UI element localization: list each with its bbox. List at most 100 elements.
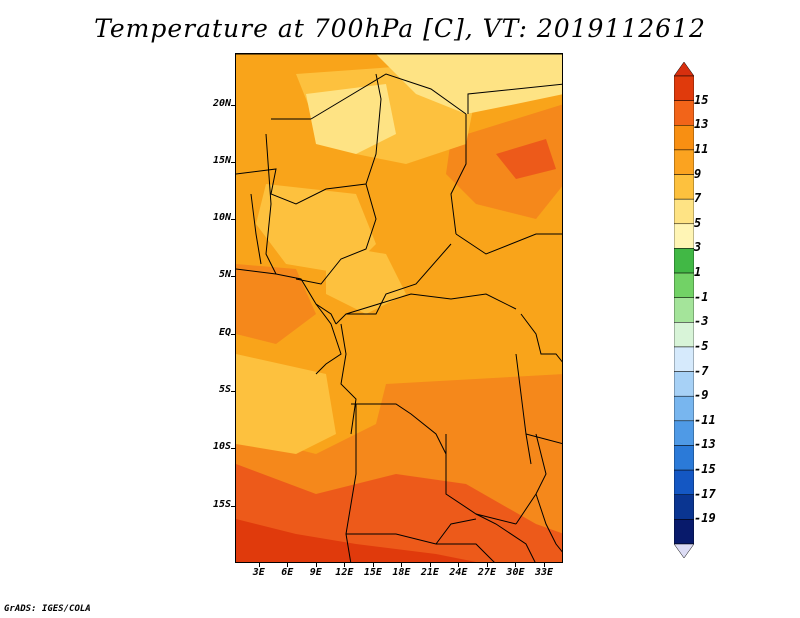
border-mozambique: [535, 493, 562, 553]
lon-tick-mark: [515, 563, 517, 567]
colorbar-swatch: [674, 322, 694, 348]
lon-tick-label: 33E: [534, 567, 554, 578]
lat-tick-label: 5N: [218, 269, 231, 281]
border-car-drc: [345, 293, 517, 315]
lat-tick-mark: [231, 219, 235, 221]
lon-tick-mark: [543, 563, 545, 567]
colorbar-label: 5: [694, 215, 702, 230]
lat-tick-mark: [231, 333, 235, 335]
colorbar-swatch: [674, 519, 694, 545]
lat-tick-mark: [231, 391, 235, 393]
temp-region-13c-south: [236, 464, 562, 562]
border-zambia-east: [515, 433, 547, 525]
lat-tick-label: EQ: [218, 326, 231, 338]
colorbar-swatch: [674, 395, 694, 422]
colorbar-label: 13: [694, 117, 709, 132]
temp-region-7c-atlantic: [236, 354, 336, 454]
border-ghana-togo: [250, 193, 262, 265]
lat-tick-label: 10N: [212, 212, 231, 224]
colorbar-label: 15: [694, 92, 709, 107]
border-zimbabwe: [475, 513, 536, 562]
border-egypt-sudan: [467, 83, 562, 114]
colorbar-swatch: [674, 223, 694, 249]
lon-tick-mark: [315, 563, 317, 567]
colorbar-label: 7: [694, 191, 702, 206]
lon-tick-mark: [372, 563, 374, 567]
colorbar-swatch: [674, 198, 694, 225]
temp-region-15c-southwest: [236, 519, 476, 562]
colorbar-label: -3: [694, 314, 709, 329]
border-west-africa: [265, 133, 277, 275]
colorbar-swatch: [674, 420, 694, 446]
colorbar-bottom-arrow: [674, 543, 694, 558]
lat-tick-mark: [231, 505, 235, 507]
temp-region-13c-east: [496, 139, 556, 179]
grads-credit: GrADS: IGES/COLA: [4, 604, 91, 614]
colorbar: [674, 62, 694, 558]
border-drc-angola: [351, 403, 447, 455]
lon-tick-mark: [429, 563, 431, 567]
lon-tick-label: 12E: [335, 567, 354, 578]
border-libya-niger: [310, 73, 467, 120]
lat-tick-label: 15S: [212, 498, 231, 510]
colorbar-swatch: [674, 125, 694, 151]
border-niger-chad: [365, 73, 382, 185]
temp-region-5c-libya: [306, 84, 396, 154]
lon-tick-mark: [287, 563, 289, 567]
colorbar-label: -5: [694, 338, 709, 353]
colorbar-swatch: [674, 100, 694, 126]
colorbar-swatch: [674, 75, 694, 101]
border-chad-sudan: [450, 114, 467, 235]
lat-tick-mark: [231, 161, 235, 163]
border-angola-south: [345, 404, 357, 562]
lat-tick-label: 15N: [212, 154, 231, 166]
lon-tick-label: 15E: [363, 567, 382, 578]
lat-tick-label: 20N: [212, 97, 231, 109]
colorbar-label: -19: [694, 511, 716, 526]
border-tanzania: [525, 433, 562, 444]
lat-tick-label: 5S: [218, 384, 231, 396]
lon-tick-mark: [486, 563, 488, 567]
border-mali-nigeria: [236, 168, 367, 205]
colorbar-top-arrow: [674, 62, 694, 77]
lon-tick-label: 24E: [449, 567, 468, 578]
colorbar-swatch: [674, 494, 694, 520]
map-canvas: [236, 54, 562, 562]
lon-tick-label: 30E: [506, 567, 525, 578]
colorbar-swatch: [674, 346, 694, 372]
map-title: Temperature at 700hPa [C], VT: 201911261…: [94, 14, 706, 43]
colorbar-swatch: [674, 149, 694, 175]
border-coastline: [236, 268, 337, 325]
lon-tick-mark: [401, 563, 403, 567]
colorbar-label: 11: [694, 141, 709, 156]
colorbar-label: -17: [694, 486, 716, 501]
border-nigeria-cameroon: [295, 183, 377, 285]
temperature-map: [235, 53, 563, 563]
border-drc-west: [340, 323, 357, 435]
colorbar-swatch: [674, 174, 694, 200]
colorbar-swatch: [674, 445, 694, 471]
colorbar-swatch: [674, 297, 694, 323]
lon-tick-label: 3E: [252, 567, 265, 578]
temp-region-7c-cameroon: [326, 244, 406, 314]
colorbar-swatch: [674, 469, 694, 495]
lon-tick-label: 9E: [309, 567, 322, 578]
colorbar-label: -9: [694, 388, 709, 403]
lon-tick-mark: [344, 563, 346, 567]
colorbar-swatch: [674, 248, 694, 274]
lon-tick-label: 21E: [420, 567, 439, 578]
colorbar-label: 3: [694, 240, 702, 255]
border-uganda-kenya: [520, 313, 562, 363]
border-lake-tanganyika: [515, 353, 532, 465]
lon-tick-mark: [458, 563, 460, 567]
lat-tick-label: 10S: [212, 441, 231, 453]
colorbar-label: -7: [694, 363, 709, 378]
colorbar-swatch: [674, 371, 694, 397]
temp-region-11c-gulf: [236, 264, 316, 344]
lon-tick-label: 6E: [281, 567, 294, 578]
colorbar-label: -11: [694, 412, 716, 427]
colorbar-label: -13: [694, 437, 716, 452]
border-angola-zambia: [445, 434, 517, 525]
colorbar-label: -15: [694, 462, 716, 477]
border-sudan-southsudan: [455, 233, 562, 255]
